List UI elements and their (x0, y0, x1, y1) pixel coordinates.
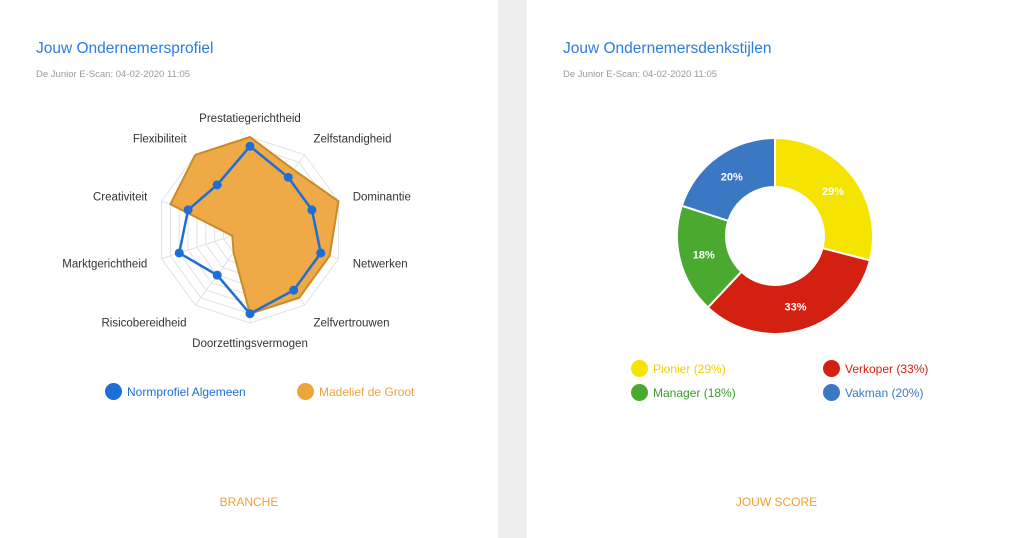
radar-axis-label: Risicobereidheid (101, 317, 186, 329)
legend-label-vakman: Vakman (20%) (845, 385, 924, 400)
legend-item-vakman[interactable]: Vakman (20%) (823, 384, 923, 401)
radar-axis-label: Doorzettingsvermogen (192, 338, 308, 350)
donut-slice-pionier[interactable] (774, 136, 874, 262)
legend-item-verkoper[interactable]: Verkoper (33%) (823, 360, 928, 377)
jouw-score-link[interactable]: JOUW SCORE (735, 495, 818, 509)
radar-point-normprofiel[interactable] (245, 309, 255, 319)
legend-label-verkoper: Verkoper (33%) (845, 361, 929, 376)
donut-slice-label-pionier: 29% (822, 186, 844, 198)
radar-point-normprofiel[interactable] (245, 141, 255, 151)
legend-marker-vakman (823, 384, 840, 401)
legend-item-normprofiel[interactable]: Normprofiel Algemeen (105, 383, 246, 400)
profile-card: Jouw Ondernemersprofiel De Junior E-Scan… (0, 0, 498, 538)
thinking-styles-card-title: Jouw Ondernemersdenkstijlen (563, 40, 772, 57)
radar-axis-label: Prestatiegerichtheid (199, 113, 301, 125)
thinking-styles-card: Jouw Ondernemersdenkstijlen De Junior E-… (527, 0, 1026, 538)
radar-chart: Prestatiegerichtheid Zelfstandigheid Domin… (62, 113, 411, 350)
legend-item-madelief[interactable]: Madelief de Groot (297, 383, 414, 400)
radar-axis-label: Marktgerichtheid (62, 258, 147, 270)
legend-label-manager: Manager (18%) (653, 385, 736, 400)
profile-card-subtitle: De Junior E-Scan: 04-02-2020 11:05 (36, 69, 191, 80)
radar-point-normprofiel[interactable] (283, 172, 293, 182)
legend-marker-manager (631, 384, 648, 401)
legend-marker-pionier (631, 360, 648, 377)
donut-slice-label-manager: 18% (693, 249, 715, 261)
radar-point-normprofiel[interactable] (212, 270, 222, 280)
radar-axis-label: Dominantie (353, 192, 411, 204)
donut-chart: 29% 33% 18% 20% (676, 136, 874, 335)
radar-axis-label: Zelfvertrouwen (313, 317, 389, 329)
radar-axis-label: Creativiteit (93, 192, 148, 204)
radar-point-normprofiel[interactable] (174, 248, 184, 258)
branche-link[interactable]: BRANCHE (219, 495, 279, 509)
legend-marker-normprofiel (105, 383, 122, 400)
radar-point-normprofiel[interactable] (183, 205, 193, 215)
donut-slice-vakman[interactable] (680, 136, 776, 223)
thinking-styles-card-subtitle: De Junior E-Scan: 04-02-2020 11:05 (563, 69, 718, 80)
legend-item-pionier[interactable]: Pionier (29%) (631, 360, 726, 377)
profile-card-title: Jouw Ondernemersprofiel (36, 40, 214, 57)
radar-point-normprofiel[interactable] (289, 285, 299, 295)
legend-marker-verkoper (823, 360, 840, 377)
radar-point-normprofiel[interactable] (307, 205, 317, 215)
legend-item-manager[interactable]: Manager (18%) (631, 384, 736, 401)
radar-axis-label: Zelfstandigheid (313, 134, 391, 146)
donut-slice-label-vakman: 20% (721, 172, 743, 184)
radar-series-madelief-area (169, 135, 340, 315)
donut-slice-label-verkoper: 33% (784, 302, 806, 314)
legend-marker-madelief (297, 383, 314, 400)
legend-label-normprofiel: Normprofiel Algemeen (127, 384, 246, 399)
radar-point-normprofiel[interactable] (316, 248, 326, 258)
radar-axis-label: Netwerken (353, 258, 408, 270)
radar-point-normprofiel[interactable] (212, 180, 222, 190)
legend-label-madelief: Madelief de Groot (319, 384, 415, 399)
donut-slice-verkoper[interactable] (706, 246, 872, 335)
legend-label-pionier: Pionier (29%) (653, 361, 726, 376)
radar-axis-label: Flexibiliteit (133, 134, 187, 146)
